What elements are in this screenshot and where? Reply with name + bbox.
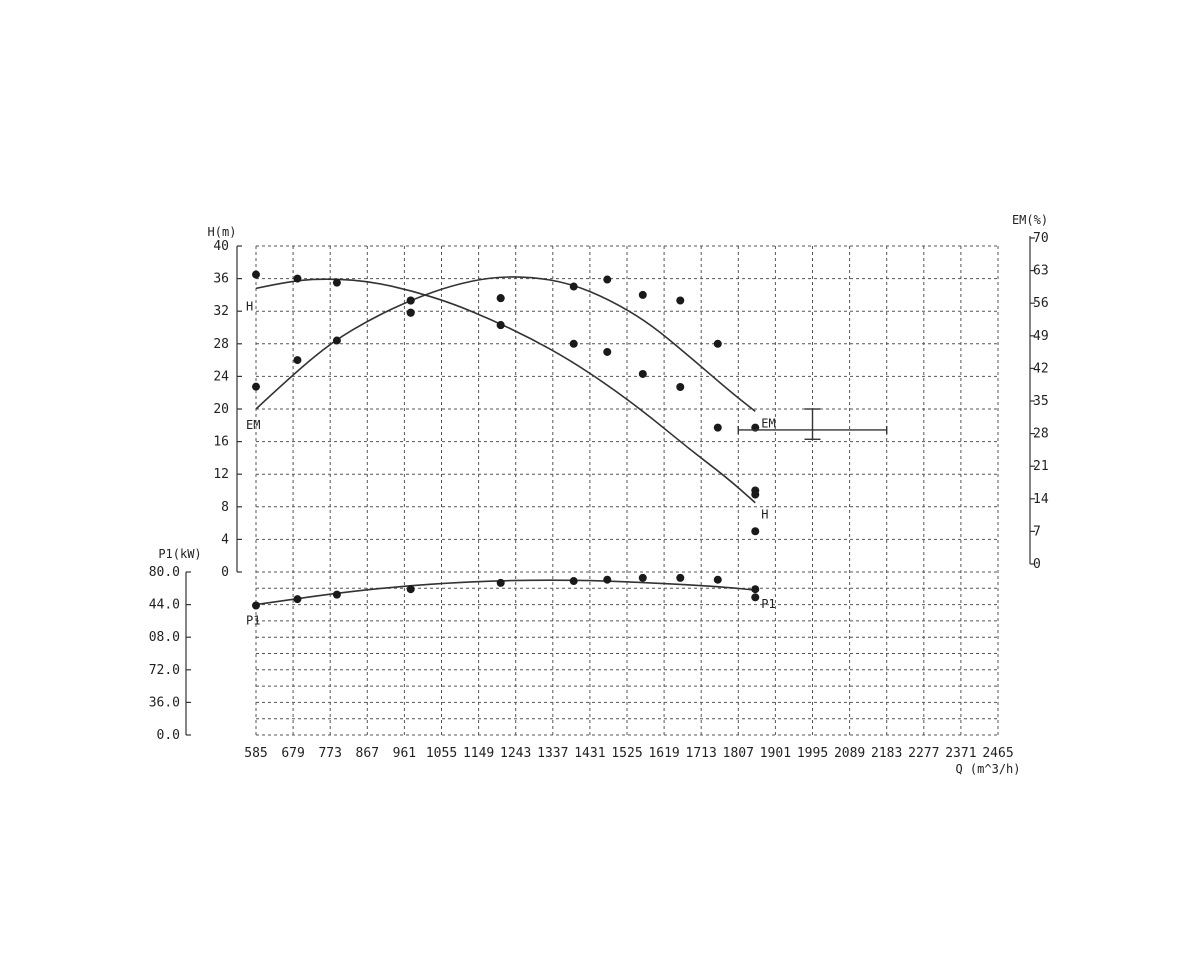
p1-tick-label: 80.0 xyxy=(149,565,180,580)
x-tick-label: 1713 xyxy=(686,746,717,761)
p1-tick-label: 72.0 xyxy=(149,663,180,678)
point-em xyxy=(293,356,302,365)
point-p1 xyxy=(406,585,415,594)
point-h xyxy=(676,382,685,391)
point-p1 xyxy=(293,595,302,604)
point-h xyxy=(751,490,760,499)
x-tick-label: 773 xyxy=(318,746,341,761)
series-label-right-p1: P1 xyxy=(761,597,775,611)
point-em xyxy=(676,296,685,305)
em-tick-label: 49 xyxy=(1033,329,1049,344)
em-tick-label: 56 xyxy=(1033,296,1049,311)
x-tick-label: 1149 xyxy=(463,746,494,761)
h-axis-title: H(m) xyxy=(208,225,237,239)
em-tick-label: 70 xyxy=(1033,231,1049,246)
curve-p1 xyxy=(255,579,756,606)
em-tick-label: 7 xyxy=(1033,524,1041,539)
point-p1 xyxy=(713,575,722,584)
curve-em xyxy=(255,276,756,412)
point-em xyxy=(406,308,415,317)
h-tick-label: 36 xyxy=(213,272,229,287)
p1-tick-label: 44.0 xyxy=(149,598,180,613)
series-label-right-em: EM xyxy=(761,416,775,430)
h-tick-label: 28 xyxy=(213,337,229,352)
em-axis-title: EM(%) xyxy=(1012,213,1048,227)
em-tick-label: 14 xyxy=(1033,492,1049,507)
point-h xyxy=(332,278,341,287)
point-h xyxy=(569,339,578,348)
x-tick-label: 2371 xyxy=(945,746,976,761)
em-tick-label: 63 xyxy=(1033,264,1049,279)
point-p1 xyxy=(332,590,341,599)
x-tick-label: 1337 xyxy=(537,746,568,761)
x-axis-title: Q (m^3/h) xyxy=(955,762,1020,776)
point-h xyxy=(252,270,260,279)
series-label-left-p1: P1 xyxy=(246,614,260,628)
point-h xyxy=(751,527,760,536)
h-tick-label: 32 xyxy=(213,304,229,319)
x-tick-label: 585 xyxy=(244,746,267,761)
point-em xyxy=(496,321,505,330)
p1-tick-label: 36.0 xyxy=(149,695,180,710)
em-tick-label: 0 xyxy=(1033,557,1041,572)
p1-tick-label: 0.0 xyxy=(157,728,180,743)
point-em xyxy=(569,282,578,291)
x-tick-label: 2183 xyxy=(871,746,902,761)
em-tick-label: 35 xyxy=(1033,394,1049,409)
point-em xyxy=(603,275,612,284)
x-tick-label: 679 xyxy=(281,746,304,761)
x-tick-label: 2277 xyxy=(908,746,939,761)
point-em xyxy=(406,296,415,305)
h-tick-label: 8 xyxy=(221,500,229,515)
h-tick-label: 12 xyxy=(213,467,229,482)
em-tick-label: 42 xyxy=(1033,361,1049,376)
h-tick-label: 20 xyxy=(213,402,229,417)
point-em xyxy=(638,290,647,299)
series-label-left-h: H xyxy=(246,299,253,313)
em-tick-label: 28 xyxy=(1033,427,1049,442)
point-h xyxy=(293,274,302,283)
x-tick-label: 867 xyxy=(356,746,379,761)
point-p1 xyxy=(603,575,612,584)
h-tick-label: 24 xyxy=(213,369,229,384)
point-p1 xyxy=(638,573,647,582)
point-h xyxy=(603,347,612,356)
x-tick-label: 1901 xyxy=(760,746,791,761)
point-em xyxy=(252,382,260,391)
point-h xyxy=(638,369,647,378)
x-tick-label: 2465 xyxy=(982,746,1013,761)
h-tick-label: 40 xyxy=(213,239,229,254)
p1-axis-title: P1(kW) xyxy=(158,547,201,561)
series-label-right-h: H xyxy=(761,508,768,522)
em-tick-label: 21 xyxy=(1033,459,1049,474)
x-tick-label: 2089 xyxy=(834,746,865,761)
series-label-left-em: EM xyxy=(246,418,260,432)
point-p1 xyxy=(252,601,260,610)
x-tick-label: 1431 xyxy=(574,746,605,761)
p1-tick-label: 08.0 xyxy=(149,630,180,645)
x-tick-label: 1243 xyxy=(500,746,531,761)
point-em xyxy=(713,339,722,348)
point-em xyxy=(332,336,341,345)
point-p1 xyxy=(751,593,760,602)
point-em xyxy=(713,423,722,432)
x-tick-label: 961 xyxy=(393,746,416,761)
x-tick-label: 1055 xyxy=(426,746,457,761)
x-tick-label: 1807 xyxy=(723,746,754,761)
point-p1 xyxy=(496,578,505,587)
x-tick-label: 1995 xyxy=(797,746,828,761)
h-tick-label: 0 xyxy=(221,565,229,580)
point-em xyxy=(496,294,505,303)
x-tick-label: 1525 xyxy=(611,746,642,761)
h-tick-label: 4 xyxy=(221,532,229,547)
point-p1 xyxy=(569,577,578,586)
point-p1 xyxy=(676,573,685,582)
h-tick-label: 16 xyxy=(213,435,229,450)
x-tick-label: 1619 xyxy=(648,746,679,761)
point-p1 xyxy=(751,585,760,594)
curve-h xyxy=(255,278,756,504)
